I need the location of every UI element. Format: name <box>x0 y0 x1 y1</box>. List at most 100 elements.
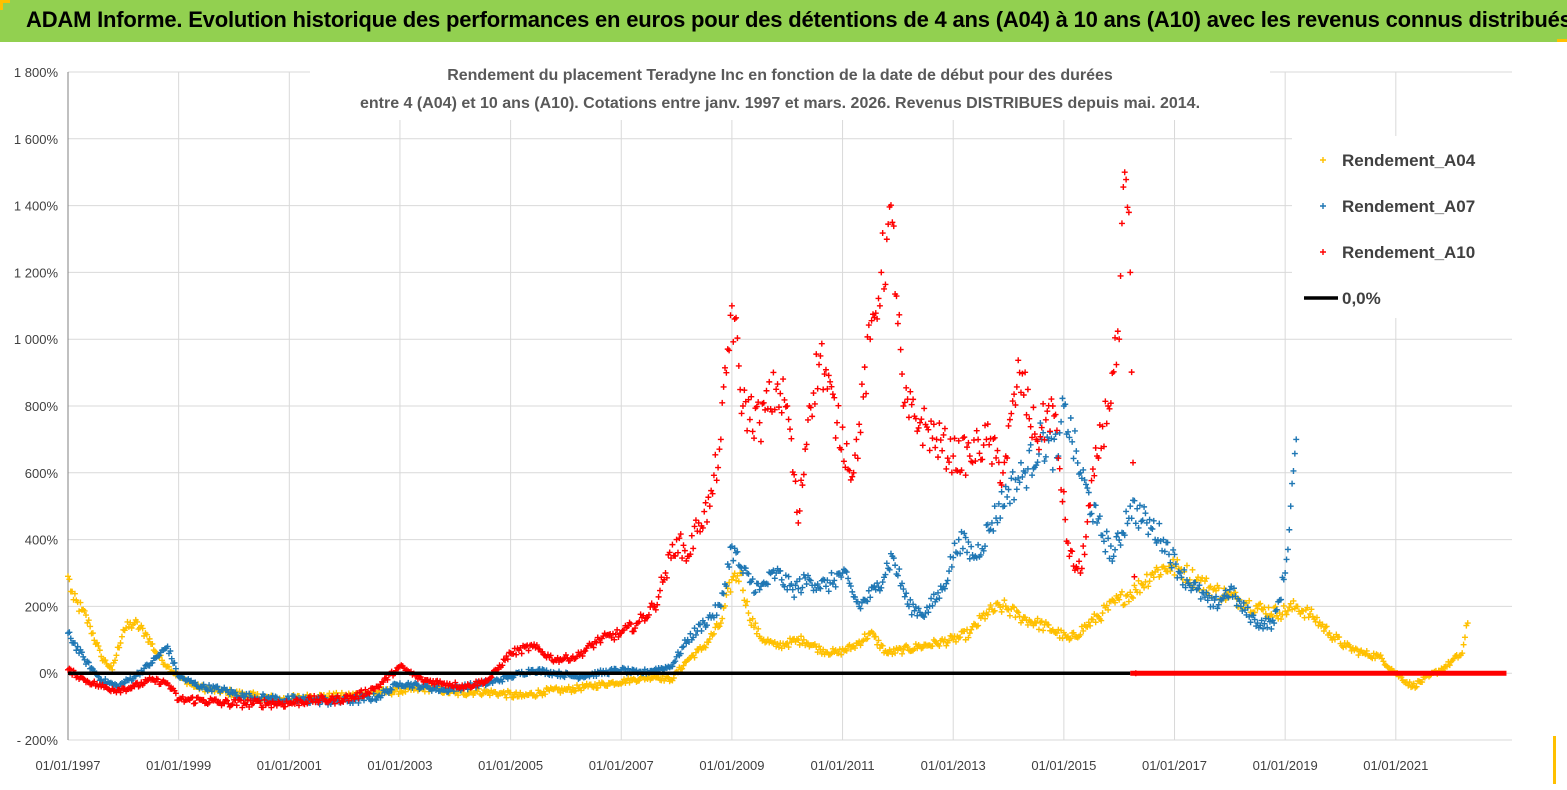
data-point-rendement-a04 <box>1045 621 1052 628</box>
data-point-rendement-a04 <box>1320 628 1327 635</box>
data-point-rendement-a04 <box>734 572 741 579</box>
data-point-rendement-a10 <box>858 381 865 388</box>
data-point-rendement-a07 <box>727 544 734 551</box>
data-point-rendement-a10 <box>782 403 789 410</box>
data-point-rendement-a04 <box>1135 577 1142 584</box>
data-point-rendement-a10 <box>648 600 655 607</box>
data-point-rendement-a10 <box>733 314 740 321</box>
data-point-rendement-a04 <box>816 643 823 650</box>
data-point-rendement-a10 <box>835 402 842 409</box>
data-point-rendement-a04 <box>1077 631 1084 638</box>
data-point-rendement-a10 <box>735 362 742 369</box>
data-point-rendement-a07 <box>1071 427 1078 434</box>
data-point-rendement-a10 <box>1051 412 1058 419</box>
data-point-rendement-a10 <box>727 312 734 319</box>
data-point-rendement-a07 <box>1084 485 1091 492</box>
data-point-rendement-a07 <box>1002 483 1009 490</box>
data-point-rendement-a04 <box>578 687 585 694</box>
y-tick-label: - 200% <box>17 733 59 748</box>
data-point-rendement-a04 <box>1363 647 1370 654</box>
data-point-rendement-a07 <box>991 503 998 510</box>
data-point-rendement-a07 <box>1141 503 1148 510</box>
data-point-rendement-a07 <box>874 580 881 587</box>
data-point-rendement-a04 <box>984 611 991 618</box>
data-point-rendement-a07 <box>424 682 431 689</box>
data-point-rendement-a10 <box>979 456 986 463</box>
data-point-rendement-a10 <box>1062 516 1069 523</box>
data-point-rendement-a04 <box>1015 609 1022 616</box>
data-point-rendement-a07 <box>680 643 687 650</box>
data-point-rendement-a04 <box>128 625 135 631</box>
data-point-rendement-a07 <box>744 570 751 577</box>
data-point-rendement-a07 <box>1088 510 1095 517</box>
data-point-rendement-a07 <box>1142 510 1149 517</box>
data-point-rendement-a07 <box>1107 543 1114 550</box>
data-point-rendement-a07 <box>838 574 845 581</box>
data-point-rendement-a10 <box>728 302 735 309</box>
data-point-rendement-a10 <box>860 393 867 400</box>
data-point-rendement-a10 <box>863 390 870 397</box>
data-point-rendement-a07 <box>822 583 829 590</box>
data-point-rendement-a07 <box>149 659 156 666</box>
data-point-rendement-a07 <box>677 650 684 657</box>
frame-corner-mark <box>1557 39 1567 42</box>
data-point-rendement-a07 <box>1074 459 1081 466</box>
data-point-rendement-a07 <box>1116 536 1123 543</box>
data-point-rendement-a07 <box>269 692 276 699</box>
data-point-rendement-a10 <box>822 366 829 373</box>
data-point-rendement-a07 <box>1149 525 1156 532</box>
data-point-rendement-a10 <box>821 371 828 378</box>
data-point-rendement-a10 <box>261 696 268 703</box>
data-point-rendement-a10 <box>919 442 926 449</box>
data-point-rendement-a10 <box>961 434 968 441</box>
data-point-rendement-a10 <box>878 269 885 276</box>
data-point-rendement-a07 <box>1062 401 1069 408</box>
data-point-rendement-a07 <box>900 586 907 593</box>
data-point-rendement-a10 <box>632 625 639 632</box>
data-point-rendement-a07 <box>1172 561 1179 568</box>
data-point-rendement-a07 <box>1138 518 1145 525</box>
data-point-rendement-a07 <box>843 569 850 576</box>
data-point-rendement-a07 <box>1110 553 1117 560</box>
data-point-rendement-a04 <box>591 681 598 688</box>
data-point-rendement-a10 <box>766 378 773 385</box>
data-point-rendement-a10 <box>672 553 679 560</box>
data-point-rendement-a07 <box>1136 502 1143 509</box>
data-point-rendement-a07 <box>959 545 966 552</box>
data-point-rendement-a04 <box>1099 610 1106 617</box>
data-point-rendement-a07 <box>1290 467 1297 474</box>
data-point-rendement-a04 <box>1340 644 1347 651</box>
data-point-rendement-a10 <box>192 700 199 707</box>
data-point-rendement-a07 <box>857 605 864 612</box>
data-point-rendement-a04 <box>1207 583 1214 590</box>
data-point-rendement-a10 <box>803 441 810 448</box>
data-point-rendement-a07 <box>1165 551 1172 558</box>
data-point-rendement-a07 <box>1237 603 1244 610</box>
data-point-rendement-a10 <box>756 419 763 426</box>
data-point-rendement-a07 <box>871 583 878 590</box>
data-point-rendement-a07 <box>102 676 109 683</box>
data-point-rendement-a07 <box>950 554 957 561</box>
data-point-rendement-a10 <box>894 320 901 327</box>
data-point-rendement-a07 <box>1059 395 1066 402</box>
data-point-rendement-a04 <box>1034 615 1041 622</box>
data-point-rendement-a07 <box>349 699 356 706</box>
data-point-rendement-a10 <box>741 387 748 394</box>
data-point-rendement-a10 <box>785 416 792 423</box>
data-point-rendement-a07 <box>800 571 807 578</box>
data-point-rendement-a10 <box>1060 488 1067 495</box>
data-point-rendement-a10 <box>554 654 561 661</box>
data-point-rendement-a04 <box>1130 595 1137 602</box>
chart-title-line2: entre 4 (A04) et 10 ans (A10). Cotations… <box>360 95 1200 112</box>
data-point-rendement-a10 <box>921 405 928 412</box>
data-point-rendement-a04 <box>741 597 748 604</box>
data-point-rendement-a07 <box>1112 546 1119 553</box>
data-point-rendement-a07 <box>1128 515 1135 522</box>
data-point-rendement-a07 <box>1257 622 1264 629</box>
data-point-rendement-a10 <box>1117 272 1124 279</box>
data-point-rendement-a07 <box>733 549 740 556</box>
data-point-rendement-a10 <box>850 469 857 476</box>
data-point-rendement-a04 <box>941 636 948 643</box>
data-point-rendement-a07 <box>80 653 87 660</box>
data-point-rendement-a07 <box>1143 519 1150 526</box>
